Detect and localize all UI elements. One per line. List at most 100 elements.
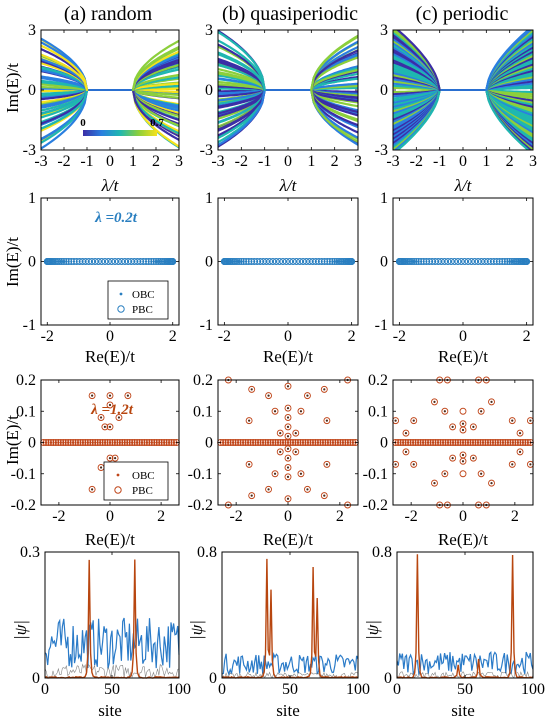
- row1-branch: [218, 88, 266, 140]
- row4-secondary-state: [44, 663, 180, 679]
- row1-branch: [218, 80, 266, 92]
- row3-spectrum-lambda-1.2: -2 0 2-0.2-0.100.10.2 -2 0 2-0.2-0.100.10.2 …: [3, 372, 534, 549]
- row1-branch: [485, 88, 530, 150]
- row3-obc-point: [480, 410, 483, 413]
- row3-panel-b: -2 0 2 -0.2 -0.1 0 0.1 0.2: [188, 372, 359, 525]
- row1-branch: [41, 44, 89, 92]
- column-title-a: (a) random: [64, 3, 153, 25]
- row1-branch: [218, 72, 266, 92]
- row2-ytick-label: 1: [380, 190, 388, 207]
- row4-xlabel-c: site: [451, 701, 475, 720]
- row1-branch: [396, 30, 441, 92]
- row3-obc-point: [529, 419, 532, 422]
- row1-xlabel-c: λ/t: [454, 176, 473, 195]
- row3-pbc-point: [284, 382, 292, 390]
- row1-branch: [218, 88, 266, 115]
- row1-ytick-label: 3: [205, 22, 213, 39]
- row3-ytick-label: 0.1: [16, 403, 36, 420]
- row2-ytick-label: 1: [28, 190, 36, 207]
- row3-obc-point: [294, 432, 297, 435]
- row1-xtick-label: 0: [459, 153, 467, 170]
- row2-ytick-label: -1: [23, 317, 36, 334]
- row2-obc-point: [171, 260, 174, 263]
- row3-obc-point: [518, 432, 522, 435]
- row2-legend: OBC PBC: [107, 280, 169, 320]
- row3-obc-point: [461, 428, 465, 432]
- row3-obc-point: [286, 466, 290, 469]
- row2-ytick-label: 1: [205, 190, 213, 207]
- row3-obc-point: [480, 472, 483, 475]
- column-title-b: (b) quasiperiodic: [222, 3, 358, 25]
- row1-branch: [218, 88, 266, 147]
- row3-ytick-label: 0: [28, 435, 36, 452]
- row1-ytick-label: 0: [205, 82, 213, 99]
- row3-obc-point: [286, 385, 290, 388]
- row4-panel-b: 0 50 100 0 0.8: [197, 544, 370, 698]
- row2-xtick-label: -2: [41, 328, 54, 345]
- row4-xtick-label: 100: [521, 681, 545, 698]
- row3-obc-point: [412, 419, 415, 422]
- row1-xtick-label: -2: [57, 153, 70, 170]
- colorbar: [83, 130, 157, 136]
- row3-obc-point: [286, 407, 290, 410]
- row4-xtick-label: 100: [167, 681, 191, 698]
- row3-pbc-point: [323, 460, 331, 468]
- row3-pbc-point: [477, 470, 485, 478]
- row3-pbc-point: [488, 398, 495, 406]
- row3-ytick-label: 0.2: [16, 372, 36, 389]
- row3-pbc-point: [297, 407, 305, 415]
- row3-xtick-label: -2: [404, 508, 417, 525]
- row1-branch: [218, 88, 266, 109]
- row1-branch: [218, 39, 266, 92]
- row1-branch: [41, 81, 89, 92]
- row3-obc-point: [286, 416, 290, 419]
- row3-ylabel: Im(E)/t: [3, 415, 22, 465]
- row1-branch: [131, 88, 179, 118]
- row3-obc-point: [511, 419, 514, 422]
- row1-panel-a: -3 -2 -1 0 1 2 3-303: [23, 22, 183, 170]
- row1-xlabel-b: λ/t: [279, 176, 298, 195]
- row2-xtick-label: 0: [106, 328, 114, 345]
- row3-obc-point: [518, 450, 522, 453]
- row3-pbc-point: [320, 492, 328, 500]
- row3-obc-point: [99, 466, 103, 469]
- row3-obc-point: [306, 394, 309, 397]
- row3-obc-point: [299, 410, 303, 413]
- row3-pbc-point: [402, 448, 410, 456]
- row1-branch: [41, 88, 89, 144]
- colorbar-min-label: 0: [80, 117, 86, 129]
- row1-branch: [41, 53, 89, 92]
- row1-branch: [310, 82, 358, 92]
- row1-xtick-label: 0: [106, 153, 114, 170]
- row1-ylabel: Im(E)/t: [3, 63, 22, 113]
- row3-annotation: λ =1.2t: [90, 402, 134, 418]
- row2-obc-point: [56, 260, 59, 263]
- row1-branch: [310, 88, 358, 103]
- row3-obc-point: [286, 475, 290, 478]
- row3-obc-point: [294, 450, 297, 453]
- row3-legend: OBC PBC: [103, 461, 169, 501]
- row3-pbc-point: [248, 385, 256, 393]
- row3-pbc-point: [303, 392, 311, 400]
- row3-xtick-label: -2: [52, 508, 65, 525]
- row3-obc-point: [404, 432, 408, 435]
- row3-pbc-point: [459, 426, 467, 434]
- row3-pbc-point: [284, 445, 292, 453]
- row3-ytick-label: 0.1: [368, 403, 388, 420]
- row1-branch: [131, 88, 179, 141]
- row3-obc-point: [511, 463, 514, 466]
- row1-ytick-label: -3: [23, 142, 36, 159]
- row3-obc-point: [250, 494, 253, 497]
- row4-xtick-label: 50: [457, 681, 473, 698]
- row2-xlabel-b: Re(E)/t: [263, 347, 313, 366]
- row1-branch: [131, 88, 179, 135]
- row3-xlabel-b: Re(E)/t: [263, 530, 313, 549]
- row3-legend-pbc: PBC: [132, 485, 153, 497]
- row3-obc-point: [279, 432, 282, 435]
- row1-xtick-label: 3: [175, 153, 183, 170]
- row3-ytick-label: -0.2: [11, 497, 36, 514]
- row3-pbc-point: [323, 417, 331, 425]
- row1-branch: [218, 88, 266, 98]
- row3-pbc-point: [297, 470, 305, 478]
- row3-ytick-label: 0.2: [368, 372, 388, 389]
